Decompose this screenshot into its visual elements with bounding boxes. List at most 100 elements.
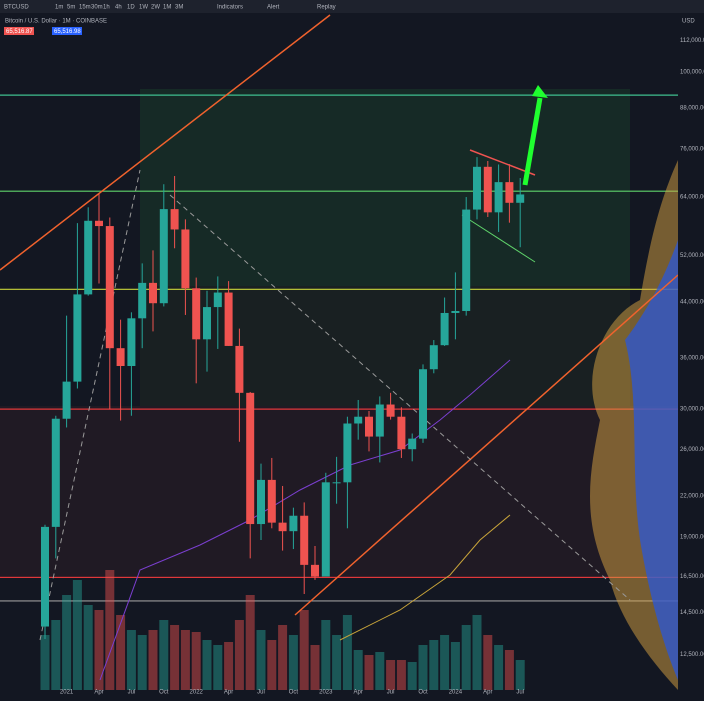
interval[interactable]: 4h — [115, 5, 122, 11]
volume-bar — [504, 650, 514, 690]
candle-body — [419, 369, 427, 439]
candle-body — [170, 209, 179, 230]
y-tick-label: 22,000.00 — [680, 494, 704, 500]
volume-bar — [278, 625, 288, 690]
ask: 65,516.98 — [54, 29, 81, 35]
candle-body — [440, 312, 449, 346]
interval[interactable]: 1h — [103, 5, 110, 11]
volume-bar — [202, 640, 212, 690]
candle-body — [386, 404, 395, 417]
volume-bar — [364, 655, 374, 690]
candle-body — [289, 515, 298, 532]
candle-body — [397, 416, 406, 450]
interval[interactable]: 15m — [79, 5, 91, 11]
moving-average — [99, 359, 511, 681]
candle-body — [73, 294, 82, 382]
y-tick-label: 12,500.00 — [680, 652, 704, 658]
y-tick-label: 14,500.00 — [680, 610, 704, 616]
interval[interactable]: 1W — [139, 5, 148, 11]
y-tick-label: 44,000.00 — [680, 300, 704, 306]
candle-body — [116, 348, 125, 366]
price-axis — [678, 13, 704, 696]
volume-profile-blue — [625, 240, 678, 680]
x-tick-label: Oct — [418, 690, 428, 696]
x-tick-label: 2024 — [449, 690, 463, 696]
volume-bar — [62, 595, 72, 690]
volume-bar — [105, 570, 115, 690]
volume-bar — [40, 635, 50, 690]
x-tick-label: 2022 — [190, 690, 204, 696]
x-tick-label: Jul — [387, 690, 395, 696]
volume-bar — [299, 610, 309, 690]
x-tick-label: Oct — [289, 690, 299, 696]
volume-bar — [440, 635, 450, 690]
interval[interactable]: 1m — [55, 5, 63, 11]
channel-lower — [294, 274, 679, 616]
y-tick-label: 26,000.00 — [680, 447, 704, 453]
zone-red — [0, 406, 678, 576]
arrow — [522, 97, 543, 186]
interval[interactable]: 5m — [67, 5, 75, 11]
moving-average — [339, 514, 511, 641]
bid-box — [4, 27, 34, 35]
volume-bar — [180, 630, 190, 690]
candle-body — [483, 166, 492, 213]
trendline — [169, 194, 631, 601]
y-tick-label: 30,000.00 — [680, 407, 704, 413]
volume-bar — [494, 645, 504, 690]
volume-bar — [83, 605, 93, 690]
y-tick-label: 52,000.00 — [680, 253, 704, 259]
volume-bar — [126, 630, 136, 690]
candle-body — [84, 220, 93, 295]
axis: 112,000.00 100,000.00 88,000.00 76,000.00 64… — [60, 38, 704, 696]
volume-bar — [148, 630, 158, 690]
volume-bar — [450, 642, 460, 690]
volume-bar — [332, 635, 342, 690]
interval[interactable]: 1D — [127, 5, 135, 11]
support — [461, 214, 536, 263]
volume-bar — [515, 660, 525, 690]
x-tick-label: Apr — [94, 690, 103, 696]
candle-body — [505, 182, 514, 203]
volume — [40, 570, 525, 690]
candle-body — [300, 515, 309, 565]
y-tick-label: 100,000.00 — [680, 70, 704, 76]
volume-bar — [461, 625, 471, 690]
interval[interactable]: 3M — [175, 5, 183, 11]
interval[interactable]: 30m — [91, 5, 103, 11]
x-tick-label: Apr — [354, 690, 363, 696]
ask-box — [52, 27, 82, 35]
channel-upper — [0, 14, 331, 271]
y-tick-label: 76,000.00 — [680, 147, 704, 153]
currency[interactable]: USD — [682, 19, 695, 25]
volume-bar — [310, 645, 320, 690]
toolbar-button[interactable]: Alert — [267, 5, 280, 11]
candle-body — [159, 209, 168, 304]
volume-bar — [353, 650, 363, 690]
volume-bar — [224, 642, 234, 690]
candle-body — [365, 416, 373, 437]
candle-body — [408, 438, 417, 450]
volume-bar — [375, 652, 385, 690]
candle-body — [51, 418, 60, 527]
candle-body — [246, 392, 255, 525]
toolbar — [0, 0, 704, 13]
candle-body — [203, 307, 211, 340]
toolbar-button[interactable]: Indicators — [217, 5, 243, 11]
candle-body — [516, 194, 525, 203]
interval[interactable]: 1M — [163, 5, 171, 11]
volume-bar — [137, 635, 147, 690]
volume-bar — [116, 615, 126, 690]
candle-body — [332, 482, 341, 484]
candle-body — [473, 166, 481, 210]
volume-bar — [407, 662, 417, 690]
y-tick-label: 88,000.00 — [680, 105, 704, 111]
interval[interactable]: 2W — [151, 5, 160, 11]
candle-body — [192, 288, 201, 340]
candle-body — [321, 482, 330, 577]
toolbar-button[interactable]: Replay — [317, 5, 336, 11]
volume-bar — [245, 595, 255, 690]
symbol[interactable]: BTCUSD — [4, 5, 29, 11]
y-tick-label: 112,000.00 — [680, 38, 704, 44]
